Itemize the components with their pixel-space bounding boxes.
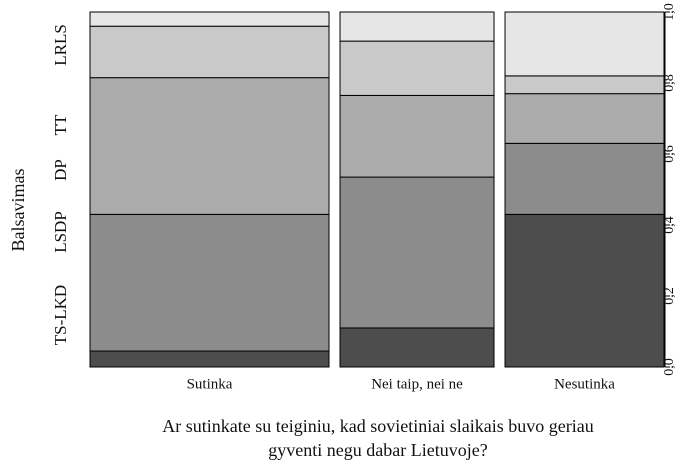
legend-label: TS-LKD (51, 285, 70, 345)
segment (504, 93, 665, 144)
segment (339, 176, 495, 329)
x-axis-label: gyventi negu dabar Lietuvoje? (268, 440, 487, 460)
segment (339, 94, 495, 178)
x-tick-label: Sutinka (187, 376, 233, 392)
legend-label: LSDP (51, 211, 70, 253)
segment (89, 11, 330, 27)
y-tick-label: 0,4 (662, 216, 677, 234)
segment (504, 11, 665, 77)
segment (89, 77, 330, 215)
segment (339, 327, 495, 368)
y-tick-label: 1,0 (662, 3, 677, 21)
segment (504, 142, 665, 215)
segment (89, 350, 330, 368)
segment (89, 213, 330, 352)
segment (504, 213, 665, 368)
x-tick-label: Nei taip, nei ne (371, 376, 463, 392)
x-axis-label: Ar sutinkate su teiginiu, kad sovietinia… (162, 416, 593, 436)
segment (89, 25, 330, 79)
y-axis-label: Balsavimas (8, 169, 28, 252)
y-tick-label: 0,6 (662, 145, 677, 163)
legend-label: DP (51, 159, 70, 181)
segment (339, 40, 495, 96)
legend-label: LRLS (51, 24, 70, 66)
y-tick-label: 0,0 (662, 358, 677, 376)
x-tick-label: Nesutinka (554, 376, 615, 392)
legend-label: TT (51, 114, 70, 135)
y-tick-label: 0,2 (662, 287, 677, 305)
segment (339, 11, 495, 42)
y-tick-label: 0,8 (662, 74, 677, 92)
segment (504, 75, 665, 95)
